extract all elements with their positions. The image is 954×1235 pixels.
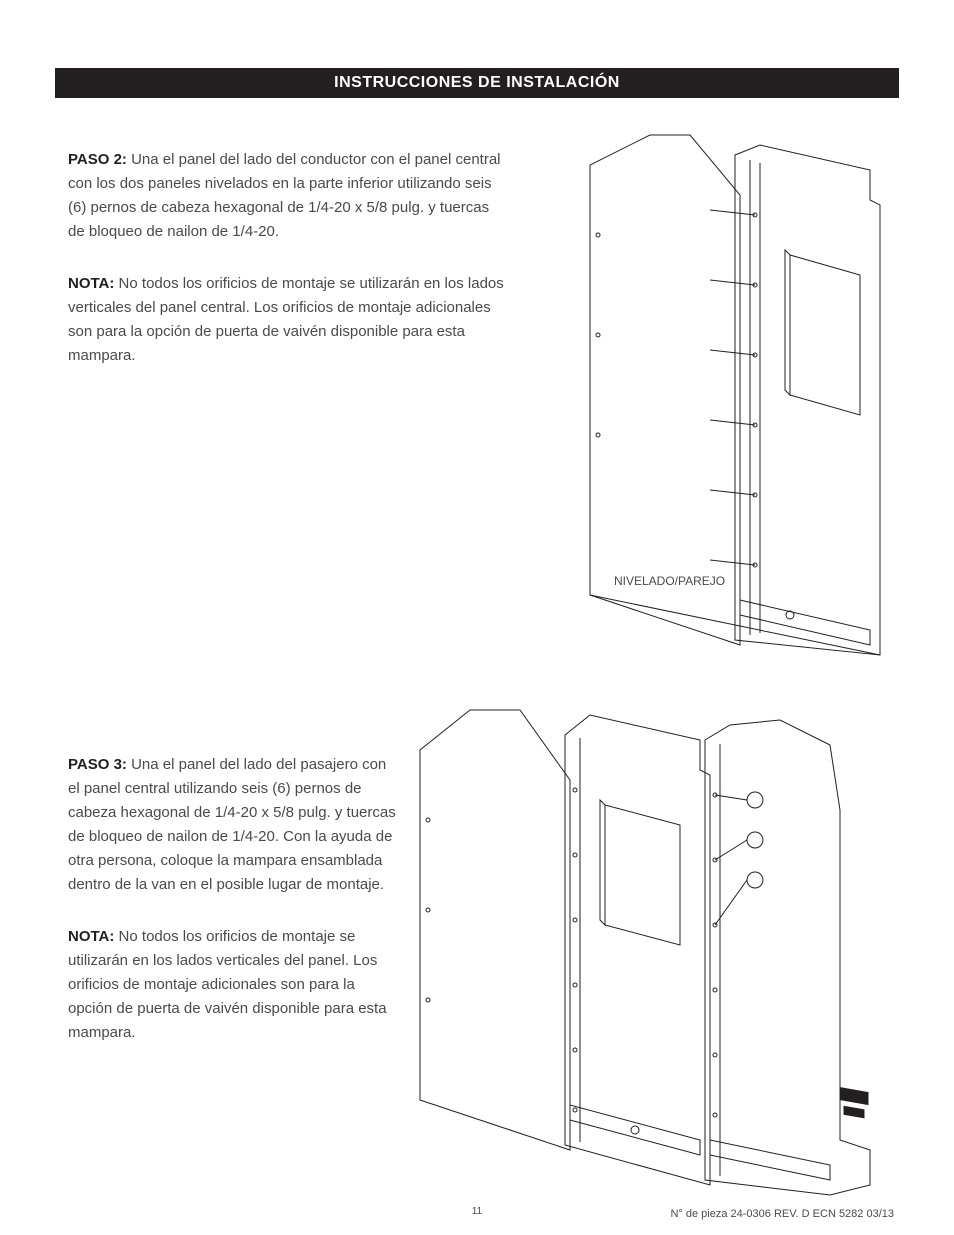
step3-note-label: NOTA:	[68, 928, 114, 945]
step2-text: Una el panel del lado del conductor con …	[68, 151, 501, 240]
step2-paragraph: PASO 2: Una el panel del lado del conduc…	[68, 148, 508, 244]
step3-paragraph: PASO 3: Una el panel del lado del pasaje…	[68, 753, 398, 897]
step2-label: PASO 2:	[68, 151, 127, 168]
step3-note: NOTA: No todos los orificios de montaje …	[68, 925, 398, 1045]
diagram1-label: NIVELADO/PAREJO	[614, 574, 725, 588]
step2-block: PASO 2: Una el panel del lado del conduc…	[68, 148, 508, 396]
step3-text: Una el panel del lado del pasajero con e…	[68, 756, 396, 893]
step3-note-text: No todos los orificios de montaje se uti…	[68, 928, 387, 1041]
header-title: INSTRUCCIONES DE INSTALACIÓN	[334, 74, 620, 92]
diagram-step3	[400, 680, 900, 1200]
step3-block: PASO 3: Una el panel del lado del pasaje…	[68, 753, 398, 1073]
header-bar: INSTRUCCIONES DE INSTALACIÓN	[55, 68, 899, 98]
step2-note-label: NOTA:	[68, 275, 114, 292]
step2-note: NOTA: No todos los orificios de montaje …	[68, 272, 508, 368]
step3-label: PASO 3:	[68, 756, 127, 773]
footer-part-number: N° de pieza 24-0306 REV. D ECN 5282 03/1…	[670, 1208, 894, 1220]
step2-note-text: No todos los orificios de montaje se uti…	[68, 275, 504, 364]
diagram-step2	[560, 115, 900, 665]
